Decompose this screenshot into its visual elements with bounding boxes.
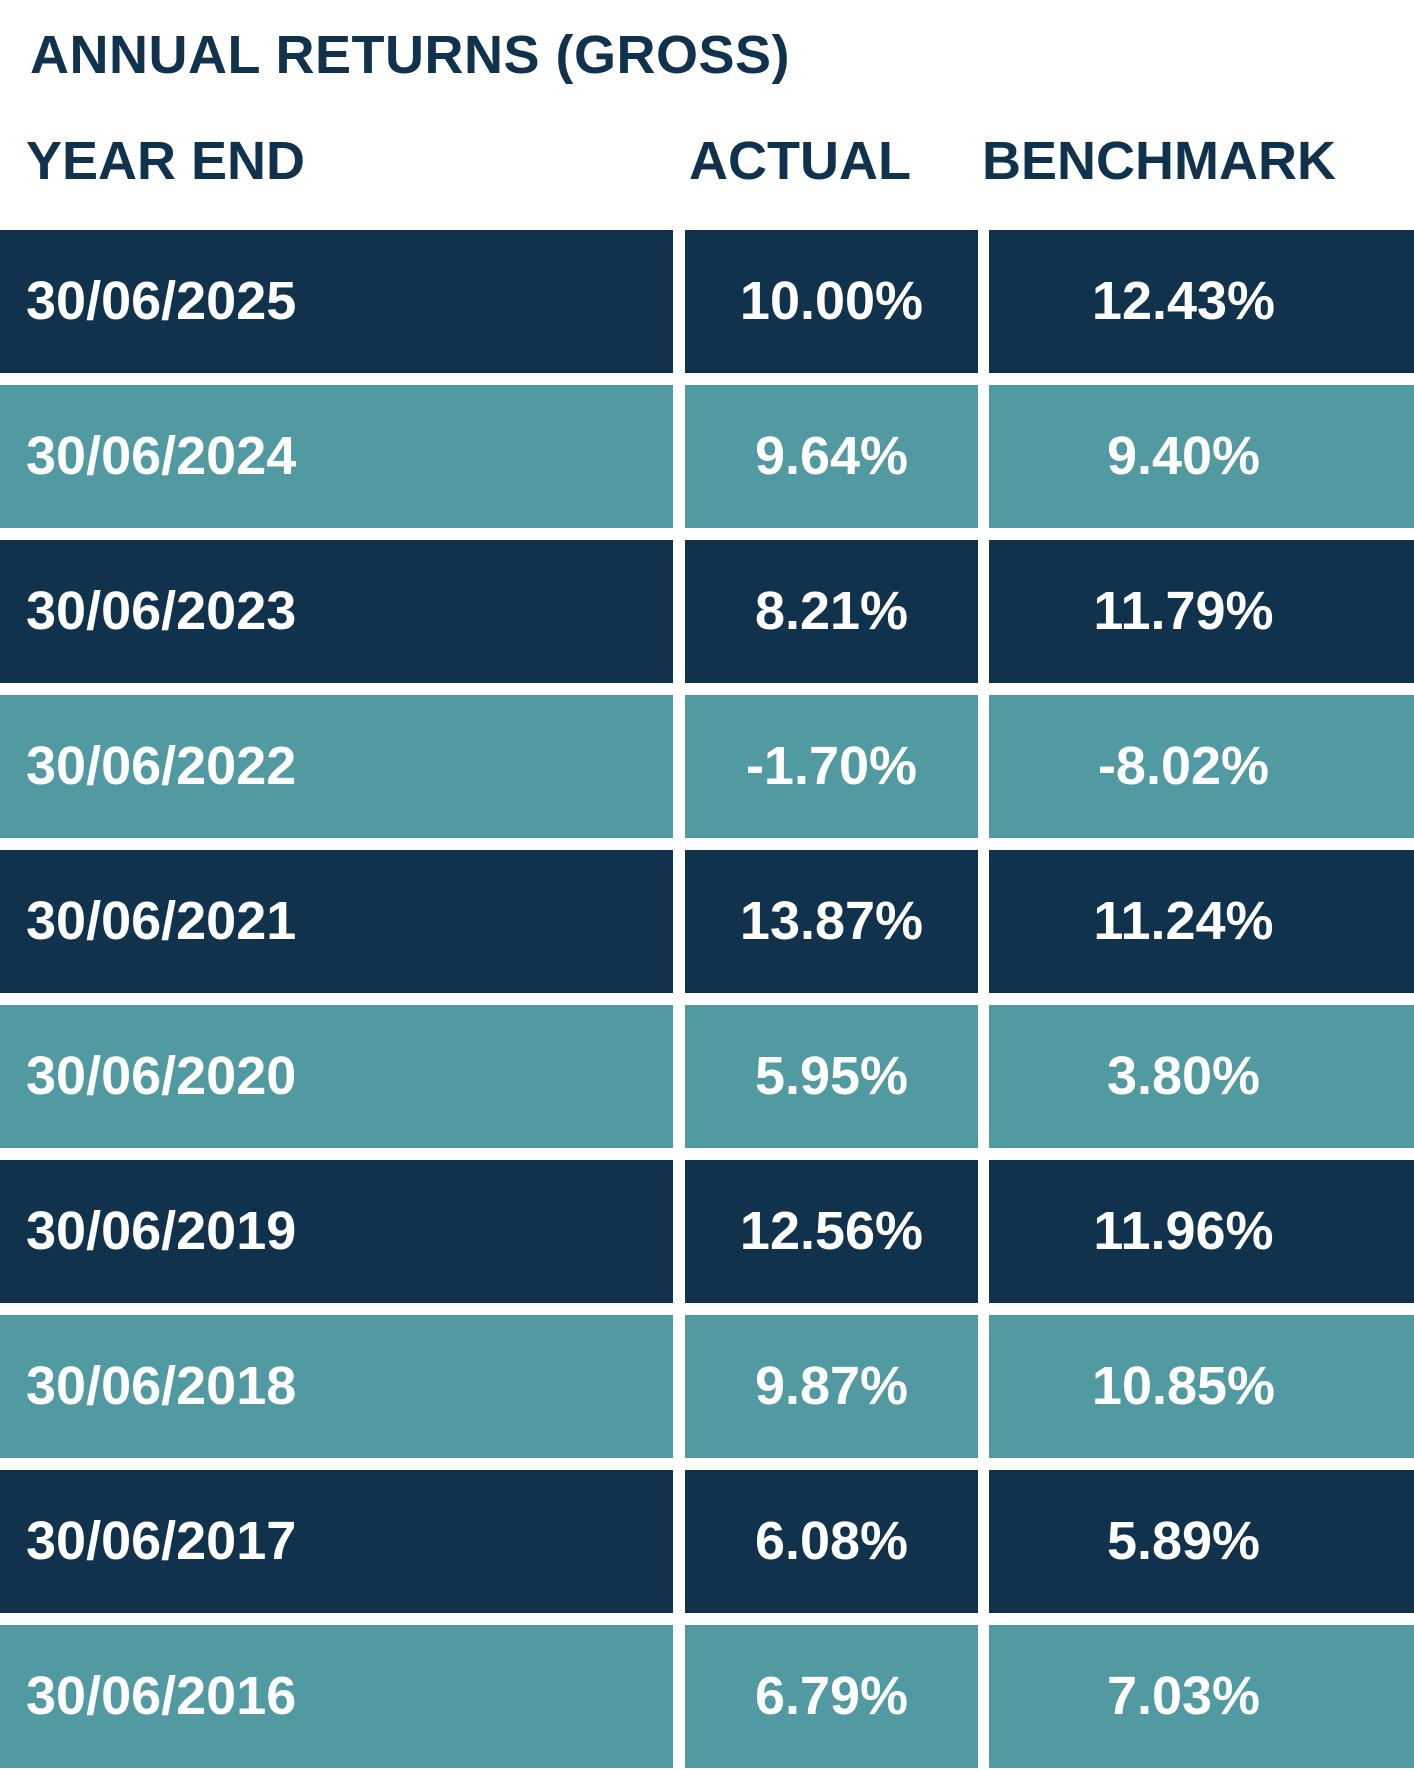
benchmark-return-cell: 3.80% (989, 1005, 1414, 1148)
table-title: ANNUAL RETURNS (GROSS) (30, 25, 791, 85)
benchmark-return-cell: -8.02% (989, 695, 1414, 838)
year-end-cell: 30/06/2016 (0, 1625, 673, 1768)
year-end-cell: 30/06/2017 (0, 1470, 673, 1613)
table-row: 30/06/2025 10.00% 12.43% (0, 230, 1414, 373)
year-end-cell: 30/06/2021 (0, 850, 673, 993)
year-end-cell: 30/06/2020 (0, 1005, 673, 1148)
table-row: 30/06/2021 13.87% 11.24% (0, 850, 1414, 993)
actual-return-cell: 6.79% (685, 1625, 978, 1768)
benchmark-return-cell: 11.24% (989, 850, 1414, 993)
actual-return-cell: -1.70% (685, 695, 978, 838)
table-row: 30/06/2018 9.87% 10.85% (0, 1315, 1414, 1458)
benchmark-return-cell: 5.89% (989, 1470, 1414, 1613)
year-end-cell: 30/06/2018 (0, 1315, 673, 1458)
year-end-cell: 30/06/2024 (0, 385, 673, 528)
benchmark-return-cell: 7.03% (989, 1625, 1414, 1768)
actual-return-cell: 6.08% (685, 1470, 978, 1613)
benchmark-return-cell: 11.96% (989, 1160, 1414, 1303)
actual-return-cell: 10.00% (685, 230, 978, 373)
table-header: YEAR END ACTUAL BENCHMARK (0, 128, 1414, 194)
actual-return-cell: 8.21% (685, 540, 978, 683)
column-header-year-end: YEAR END (26, 131, 306, 191)
actual-return-cell: 5.95% (685, 1005, 978, 1148)
table-row: 30/06/2022 -1.70% -8.02% (0, 695, 1414, 838)
actual-return-cell: 9.87% (685, 1315, 978, 1458)
benchmark-return-cell: 10.85% (989, 1315, 1414, 1458)
table-row: 30/06/2016 6.79% 7.03% (0, 1625, 1414, 1768)
year-end-cell: 30/06/2025 (0, 230, 673, 373)
year-end-cell: 30/06/2019 (0, 1160, 673, 1303)
actual-return-cell: 9.64% (685, 385, 978, 528)
column-header-actual: ACTUAL (689, 131, 911, 191)
year-end-cell: 30/06/2022 (0, 695, 673, 838)
year-end-cell: 30/06/2023 (0, 540, 673, 683)
table-row: 30/06/2019 12.56% 11.96% (0, 1160, 1414, 1303)
benchmark-return-cell: 9.40% (989, 385, 1414, 528)
actual-return-cell: 12.56% (685, 1160, 978, 1303)
table-row: 30/06/2017 6.08% 5.89% (0, 1470, 1414, 1613)
benchmark-return-cell: 11.79% (989, 540, 1414, 683)
benchmark-return-cell: 12.43% (989, 230, 1414, 373)
table-row: 30/06/2023 8.21% 11.79% (0, 540, 1414, 683)
actual-return-cell: 13.87% (685, 850, 978, 993)
column-header-benchmark: BENCHMARK (982, 131, 1336, 191)
table-row: 30/06/2024 9.64% 9.40% (0, 385, 1414, 528)
table-row: 30/06/2020 5.95% 3.80% (0, 1005, 1414, 1148)
